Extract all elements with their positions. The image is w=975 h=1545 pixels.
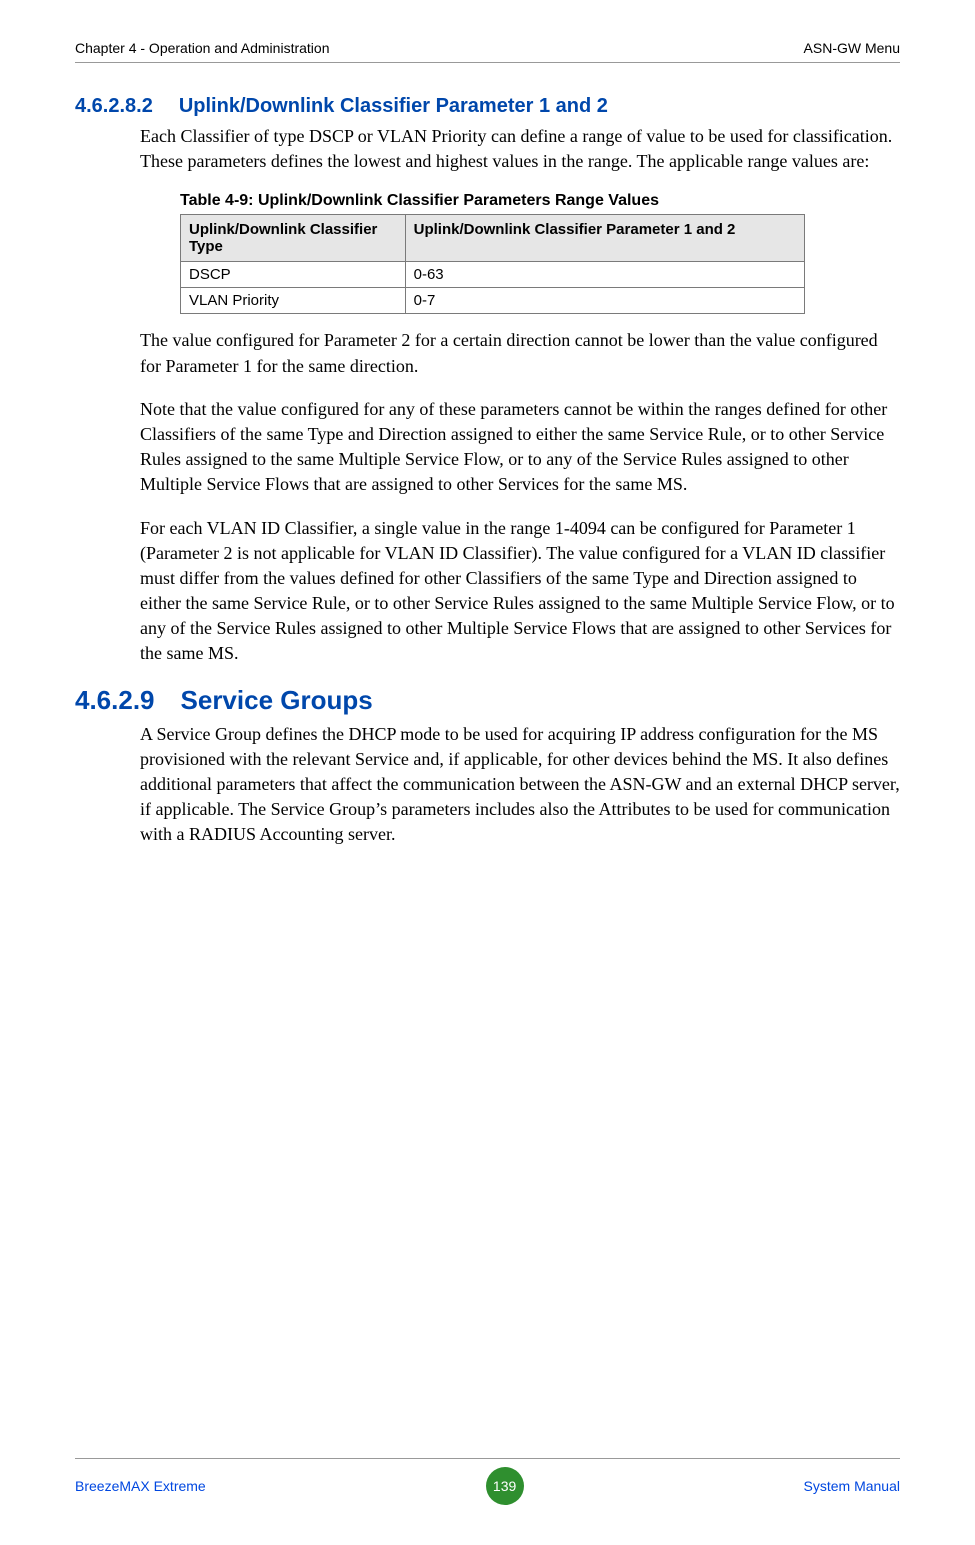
para-p2: The value configured for Parameter 2 for… [140, 328, 900, 378]
table-block: Table 4-9: Uplink/Downlink Classifier Pa… [180, 192, 900, 314]
table-caption: Table 4-9: Uplink/Downlink Classifier Pa… [180, 192, 900, 210]
classifier-range-table: Uplink/Downlink Classifier Type Uplink/D… [180, 214, 805, 314]
section-heading-row: 4.6.2.8.2 Uplink/Downlink Classifier Par… [75, 95, 900, 118]
section-title: Service Groups [181, 685, 373, 716]
table-cell: 0-63 [405, 262, 804, 288]
header-right: ASN-GW Menu [804, 40, 900, 56]
table-row: DSCP 0-63 [181, 262, 805, 288]
footer-right: System Manual [804, 1478, 900, 1494]
footer-left: BreezeMAX Extreme [75, 1478, 206, 1494]
running-header: Chapter 4 - Operation and Administration… [75, 40, 900, 63]
para-p3: Note that the value configured for any o… [140, 397, 900, 498]
section1-para1: Each Classifier of type DSCP or VLAN Pri… [140, 124, 900, 174]
table-header-col1: Uplink/Downlink Classifier Type [181, 215, 406, 262]
section-title: Uplink/Downlink Classifier Parameter 1 a… [179, 95, 608, 118]
page: Chapter 4 - Operation and Administration… [0, 0, 975, 1545]
page-number-badge: 139 [486, 1467, 524, 1505]
running-footer: BreezeMAX Extreme 139 System Manual [75, 1458, 900, 1505]
table-cell: DSCP [181, 262, 406, 288]
section-heading-row: 4.6.2.9 Service Groups [75, 685, 900, 716]
table-header-row: Uplink/Downlink Classifier Type Uplink/D… [181, 215, 805, 262]
table-cell: VLAN Priority [181, 288, 406, 314]
section-number: 4.6.2.8.2 [75, 95, 153, 118]
para-p4: For each VLAN ID Classifier, a single va… [140, 516, 900, 667]
section-number: 4.6.2.9 [75, 685, 155, 716]
section2-para: A Service Group defines the DHCP mode to… [140, 722, 900, 848]
table-cell: 0-7 [405, 288, 804, 314]
table-header-col2: Uplink/Downlink Classifier Parameter 1 a… [405, 215, 804, 262]
table-row: VLAN Priority 0-7 [181, 288, 805, 314]
header-left: Chapter 4 - Operation and Administration [75, 40, 329, 56]
